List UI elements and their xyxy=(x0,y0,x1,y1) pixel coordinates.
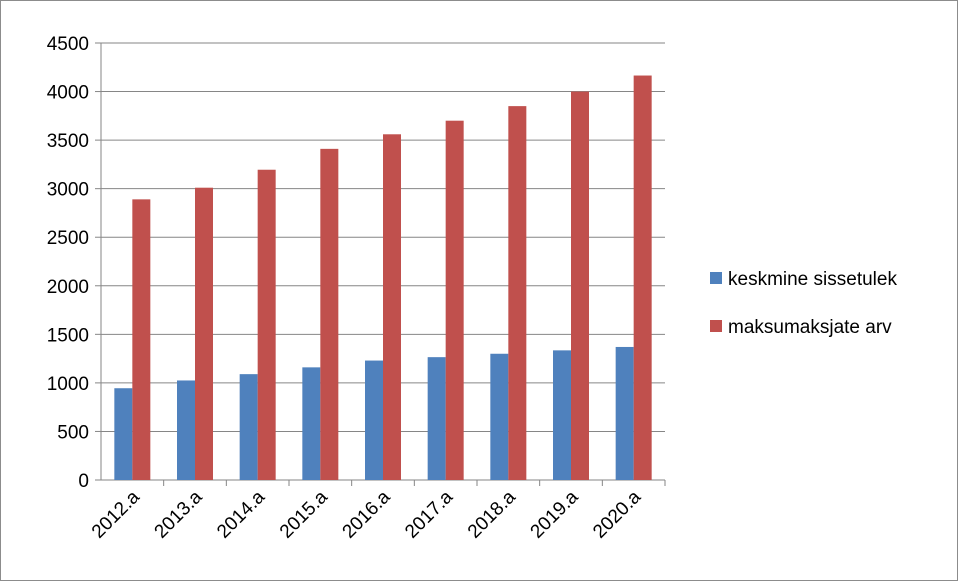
y-tick-labels: 0 500 1000 1500 2000 2500 3000 3500 4000 4500 xyxy=(47,34,89,492)
x-tick-label: 2016.a xyxy=(339,486,395,542)
bar-maksumaksjate-arv xyxy=(320,148,339,480)
legend-swatch xyxy=(710,320,722,332)
bar-keskmine-sissetulek xyxy=(239,374,258,480)
bars xyxy=(114,75,652,481)
bar-maksumaksjate-arv xyxy=(508,106,527,480)
bar-keskmine-sissetulek xyxy=(302,367,321,480)
bar-keskmine-sissetulek xyxy=(490,353,509,480)
bar-keskmine-sissetulek xyxy=(553,350,571,480)
bar-keskmine-sissetulek xyxy=(365,360,383,480)
y-tick-label: 1000 xyxy=(47,374,89,395)
y-tick-label: 4500 xyxy=(47,34,89,55)
bar-maksumaksjate-arv xyxy=(257,169,276,481)
x-tick-labels: 2012.a 2013.a 2014.a 2015.a 2016.a 2017.a 2018… xyxy=(88,486,646,542)
y-tick-label: 3000 xyxy=(47,180,89,201)
bar-maksumaksjate-arv xyxy=(195,187,213,480)
bar-keskmine-sissetulek xyxy=(177,380,195,480)
x-tick-label: 2017.a xyxy=(401,486,457,542)
y-tick-label: 0 xyxy=(78,471,89,492)
bar-keskmine-sissetulek xyxy=(114,388,133,480)
legend: keskmine sissetulek maksumaksjate arv xyxy=(710,269,897,338)
bar-maksumaksjate-arv xyxy=(383,134,401,481)
y-tick-label: 500 xyxy=(57,422,89,443)
x-tick-label: 2012.a xyxy=(88,486,144,542)
bar-maksumaksjate-arv xyxy=(445,120,464,480)
y-tick-label: 2500 xyxy=(47,228,89,249)
legend-label: keskmine sissetulek xyxy=(728,269,897,290)
bar-keskmine-sissetulek xyxy=(427,357,446,480)
legend-label: maksumaksjate arv xyxy=(728,317,892,338)
x-tick-label: 2018.a xyxy=(464,486,520,542)
y-tick-label: 4000 xyxy=(47,83,89,104)
y-tick-label: 3500 xyxy=(47,131,89,152)
bar-maksumaksjate-arv xyxy=(132,199,151,481)
x-tick-label: 2020.a xyxy=(589,486,645,542)
bar-keskmine-sissetulek xyxy=(615,346,634,480)
x-tick-label: 2019.a xyxy=(527,486,583,542)
legend-swatch xyxy=(710,272,722,284)
y-tick-label: 2000 xyxy=(47,277,89,298)
y-tick-label: 1500 xyxy=(47,325,89,346)
x-tick-label: 2014.a xyxy=(213,486,269,542)
x-tick-label: 2013.a xyxy=(151,486,207,542)
bar-maksumaksjate-arv xyxy=(571,91,589,481)
bar-maksumaksjate-arv xyxy=(633,75,652,480)
x-tick-label: 2015.a xyxy=(276,486,332,542)
